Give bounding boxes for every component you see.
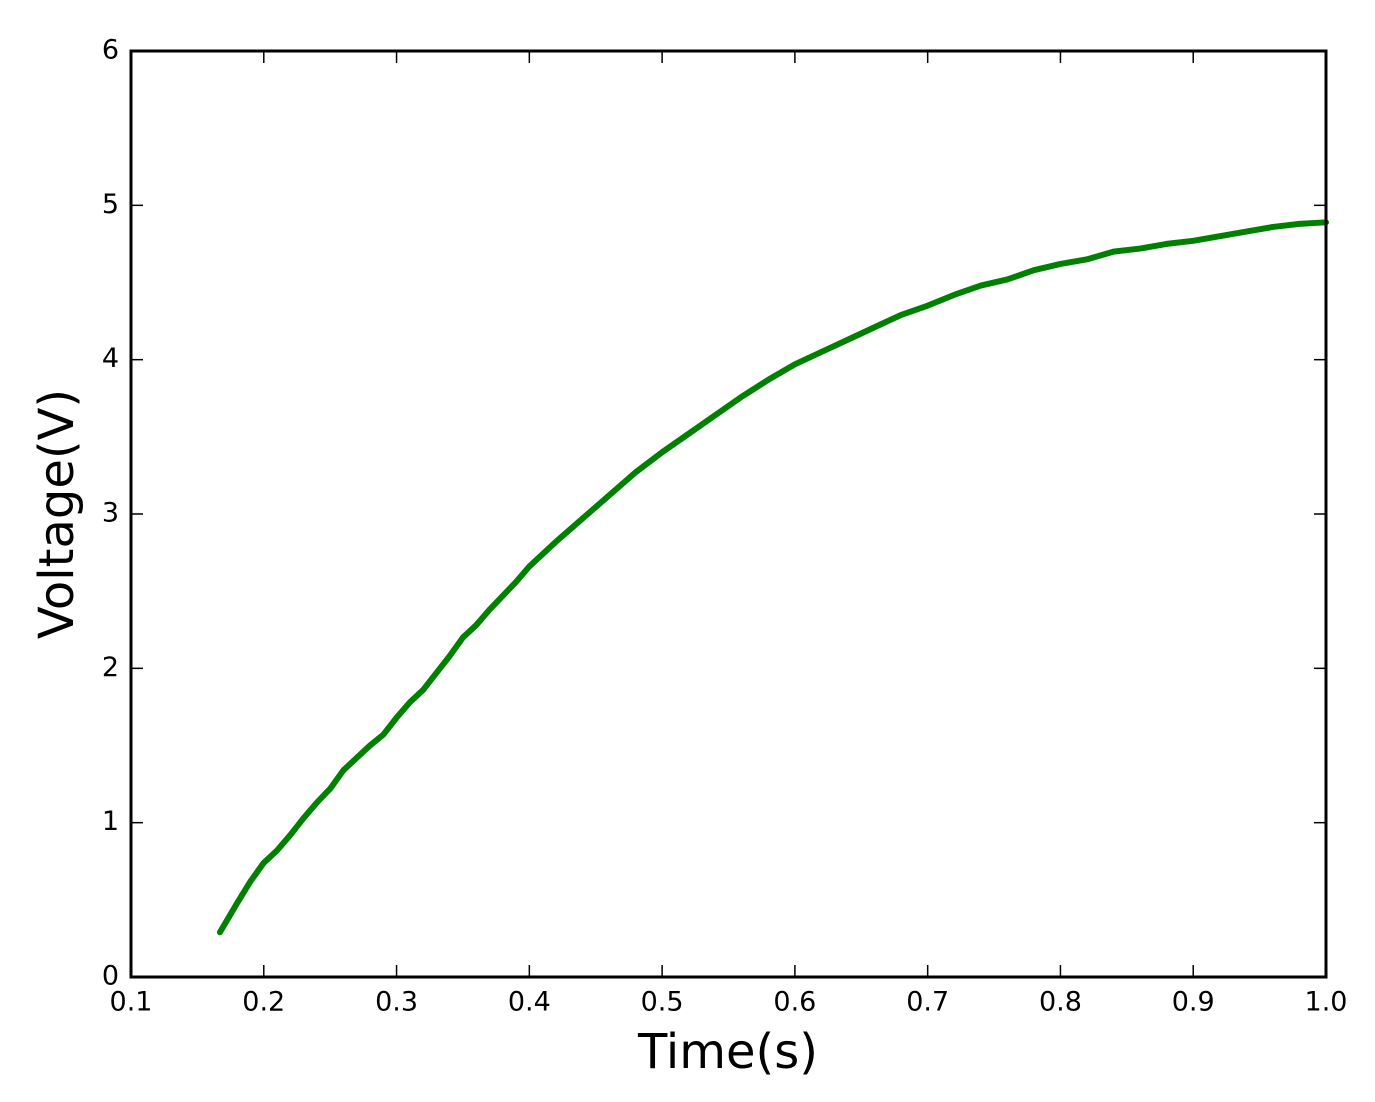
y-axis-label: Voltage(V) <box>29 389 85 639</box>
x-axis-label: Time(s) <box>637 1024 818 1080</box>
y-tick-label: 6 <box>102 35 119 66</box>
x-tick-label: 0.3 <box>375 987 418 1018</box>
x-tick-label: 0.5 <box>641 987 684 1018</box>
y-tick-label: 5 <box>102 189 119 220</box>
x-tick-label: 0.4 <box>508 987 551 1018</box>
x-tick-label: 0.1 <box>110 987 153 1018</box>
y-tick-label: 0 <box>102 961 119 992</box>
y-tick-label: 1 <box>102 806 119 837</box>
plot-frame <box>129 49 1328 979</box>
x-tick-label: 0.6 <box>773 987 816 1018</box>
x-tick-label: 0.8 <box>1039 987 1082 1018</box>
y-tick-label: 3 <box>102 498 119 529</box>
y-tick-label: 4 <box>102 343 119 374</box>
x-tick-label: 0.7 <box>906 987 949 1018</box>
data-line <box>216 219 1329 936</box>
x-tick-label: 0.9 <box>1172 987 1215 1018</box>
x-tick-label: 1.0 <box>1305 987 1348 1018</box>
y-tick-label: 2 <box>102 652 119 683</box>
x-tick-label: 0.2 <box>242 987 285 1018</box>
